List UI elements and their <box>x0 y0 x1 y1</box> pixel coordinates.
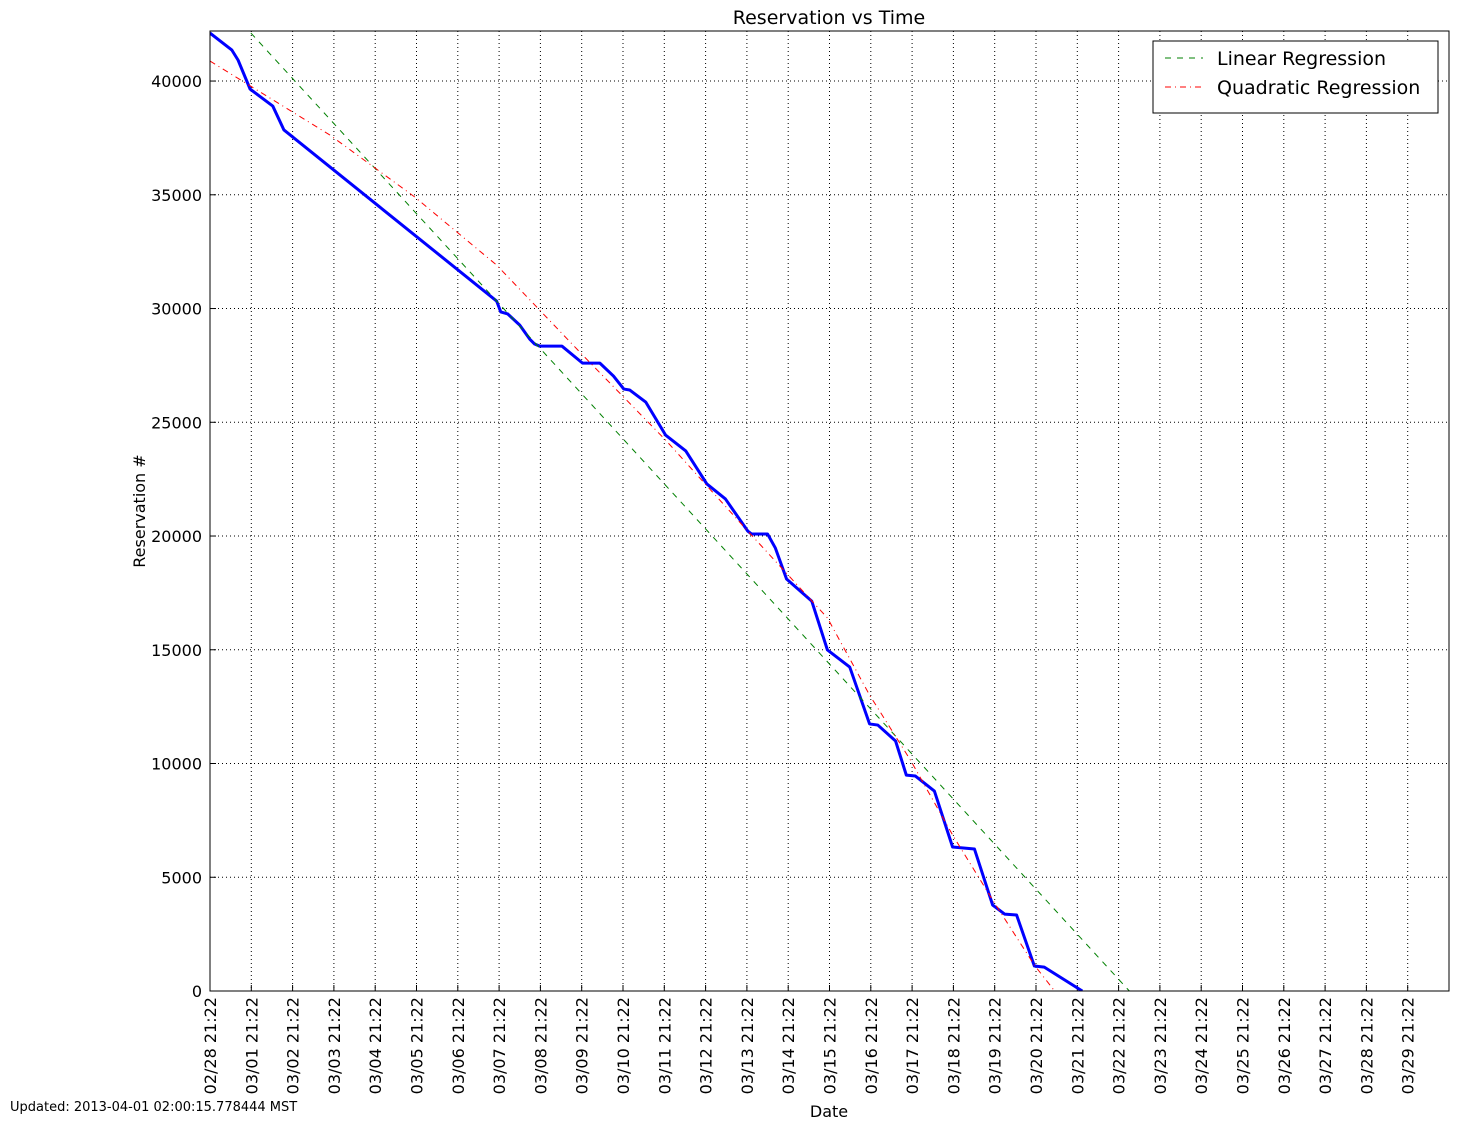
plot-frame <box>209 30 1450 992</box>
x-tick-label: 03/02 21:22 <box>284 997 303 1094</box>
y-tick-label: 10000 <box>151 755 202 774</box>
x-tick-label: 03/14 21:22 <box>779 997 798 1094</box>
legend-label: Linear Regression <box>1217 48 1386 70</box>
x-tick-label: 03/18 21:22 <box>944 997 963 1094</box>
y-tick-label: 5000 <box>161 868 202 887</box>
x-tick-label: 03/27 21:22 <box>1316 997 1335 1094</box>
x-tick-label: 03/29 21:22 <box>1399 997 1418 1094</box>
y-tick-label: 15000 <box>151 641 202 660</box>
x-tick-label: 02/28 21:22 <box>201 997 220 1094</box>
x-tick-label: 03/20 21:22 <box>1027 997 1046 1094</box>
x-tick-label: 03/11 21:22 <box>655 997 674 1094</box>
y-tick-label: 40000 <box>151 72 202 91</box>
x-tick-label: 03/03 21:22 <box>325 997 344 1094</box>
y-tick-label: 35000 <box>151 186 202 205</box>
x-tick-label: 03/10 21:22 <box>614 997 633 1094</box>
x-tick-label: 03/24 21:22 <box>1192 997 1211 1094</box>
x-tick-label: 03/12 21:22 <box>697 997 716 1094</box>
x-axis-label: Date <box>810 1102 848 1121</box>
line <box>250 32 1130 991</box>
x-tick-label: 03/13 21:22 <box>738 997 757 1094</box>
x-tick-label: 03/23 21:22 <box>1151 997 1170 1094</box>
legend-box <box>1152 40 1439 114</box>
x-tick-label: 03/05 21:22 <box>408 997 427 1094</box>
plot-lines <box>210 31 1130 991</box>
x-tick-label: 03/01 21:22 <box>242 997 261 1094</box>
x-tick-label: 03/26 21:22 <box>1275 997 1294 1094</box>
legend-label: Quadratic Regression <box>1217 77 1420 99</box>
y-tick-label: 30000 <box>151 300 202 319</box>
line <box>210 60 1055 991</box>
x-tick-label: 03/15 21:22 <box>821 997 840 1094</box>
x-tick-label: 03/17 21:22 <box>903 997 922 1094</box>
x-tick-label: 03/25 21:22 <box>1234 997 1253 1094</box>
x-tick-label: 03/08 21:22 <box>531 997 550 1094</box>
chart-title: Reservation vs Time <box>733 7 925 29</box>
x-tick-label: 03/28 21:22 <box>1357 997 1376 1094</box>
footnote: Updated: 2013-04-01 02:00:15.778444 MST <box>10 1100 297 1115</box>
x-tick-label: 03/06 21:22 <box>449 997 468 1094</box>
x-tick-label: 03/04 21:22 <box>366 997 385 1094</box>
y-tick-label: 25000 <box>151 413 202 432</box>
x-tick-label: 03/09 21:22 <box>573 997 592 1094</box>
y-tick-label: 20000 <box>151 527 202 546</box>
y-axis-label: Reservation # <box>130 454 149 567</box>
x-tick-label: 03/22 21:22 <box>1110 997 1129 1094</box>
x-tick-label: 03/19 21:22 <box>986 997 1005 1094</box>
y-tick-label: 0 <box>192 982 202 1001</box>
x-tick-label: 03/21 21:22 <box>1068 997 1087 1094</box>
x-tick-label: 03/07 21:22 <box>490 997 509 1094</box>
x-tick-label: 03/16 21:22 <box>862 997 881 1094</box>
